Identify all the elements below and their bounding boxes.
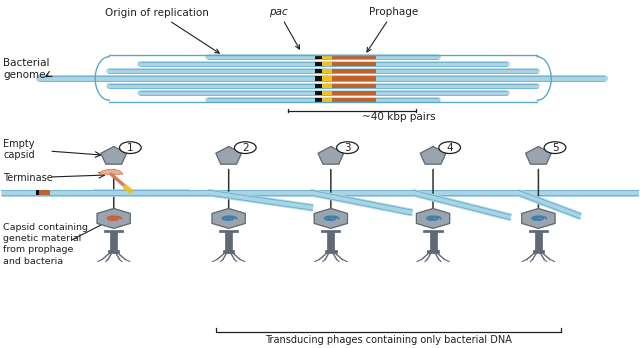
Polygon shape (525, 147, 551, 164)
Bar (529, 230, 548, 232)
Bar (316, 69, 376, 73)
Text: 3: 3 (344, 143, 351, 153)
Text: ~40 kbp pairs: ~40 kbp pairs (362, 112, 435, 122)
Bar (36, 190, 50, 195)
Bar (219, 230, 238, 232)
Text: Origin of replication: Origin of replication (105, 8, 220, 53)
Polygon shape (216, 147, 241, 164)
Bar (36, 190, 39, 195)
Bar (322, 84, 332, 88)
Bar (316, 62, 322, 66)
Bar (316, 91, 376, 95)
Polygon shape (101, 147, 127, 164)
Bar (321, 230, 340, 232)
Bar (424, 230, 443, 232)
Polygon shape (318, 147, 344, 164)
Bar (225, 232, 232, 250)
Polygon shape (522, 208, 555, 228)
Polygon shape (420, 147, 446, 164)
Bar (316, 84, 322, 88)
Bar (316, 62, 376, 66)
Bar (108, 250, 120, 253)
Bar (104, 230, 124, 232)
Bar (110, 232, 117, 250)
Bar (316, 77, 322, 80)
Bar (322, 62, 332, 66)
Polygon shape (97, 208, 131, 228)
Bar (429, 232, 436, 250)
Bar (316, 98, 376, 102)
Bar (428, 250, 439, 253)
Polygon shape (100, 169, 123, 174)
Text: Empty
capsid: Empty capsid (3, 139, 35, 160)
Circle shape (234, 142, 256, 153)
Polygon shape (314, 208, 348, 228)
Bar (316, 55, 376, 59)
Bar (535, 232, 542, 250)
Bar (325, 250, 337, 253)
Circle shape (337, 142, 358, 153)
Bar (322, 55, 332, 59)
Bar (316, 77, 376, 80)
Bar (322, 77, 332, 80)
Text: 4: 4 (446, 143, 453, 153)
Bar (316, 98, 322, 102)
Text: 1: 1 (127, 143, 134, 153)
Bar (316, 91, 322, 95)
Bar (532, 250, 544, 253)
Text: pac: pac (269, 7, 300, 49)
Circle shape (120, 142, 141, 153)
Text: Bacterial
genome: Bacterial genome (3, 58, 50, 80)
Polygon shape (212, 208, 245, 228)
Text: Transducing phages containing only bacterial DNA: Transducing phages containing only bacte… (265, 335, 512, 345)
Bar (322, 69, 332, 73)
Circle shape (544, 142, 566, 153)
Bar (316, 69, 322, 73)
Bar (316, 84, 376, 88)
Bar (322, 91, 332, 95)
Bar (327, 232, 334, 250)
Text: 2: 2 (242, 143, 248, 153)
Bar (322, 98, 332, 102)
Circle shape (439, 142, 461, 153)
Text: Prophage: Prophage (367, 7, 418, 52)
Bar (223, 250, 234, 253)
Text: Terminase: Terminase (3, 173, 53, 183)
Text: 5: 5 (552, 143, 558, 153)
Polygon shape (417, 208, 450, 228)
Bar (316, 55, 322, 59)
Text: Capsid containing
genetic material
from prophage
and bacteria: Capsid containing genetic material from … (3, 223, 88, 266)
